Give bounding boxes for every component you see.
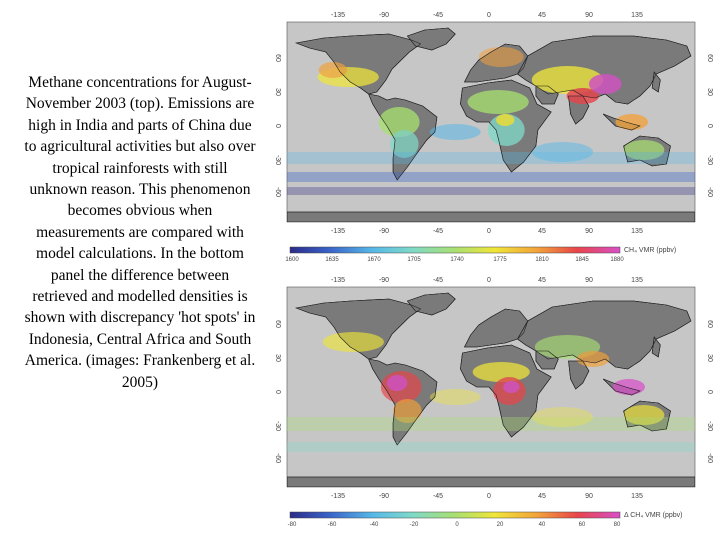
lon-tick: 0 <box>487 12 491 19</box>
lat-tick: 30 <box>706 88 713 96</box>
lat-tick: -60 <box>274 187 281 197</box>
bottom-map-lat-ticks-right: 60 30 0 -30 -60 <box>706 320 713 463</box>
lon-tick: 135 <box>631 277 643 284</box>
lon-tick: 135 <box>631 228 643 235</box>
colorbar-tick: 1740 <box>450 257 464 263</box>
lon-tick: -90 <box>379 228 389 235</box>
lon-tick: 0 <box>487 493 491 500</box>
lon-tick: -90 <box>379 277 389 284</box>
lat-tick: 0 <box>706 390 713 394</box>
lon-tick: 90 <box>585 493 593 500</box>
colorbar-tick: 80 <box>614 522 621 528</box>
colorbar-tick: -20 <box>410 522 419 528</box>
top-colorbar-label: CH₄ VMR (ppbv) <box>624 247 676 254</box>
top-map-lat-ticks-right: 60 30 0 -30 -60 <box>706 54 713 197</box>
colorbar-tick: 1880 <box>610 257 624 263</box>
colorbar-tick: -80 <box>288 522 297 528</box>
lon-tick: 0 <box>487 228 491 235</box>
colorbar-tick: 40 <box>539 522 546 528</box>
top-colorbar: CH₄ VMR (ppbv) 1600 1635 1670 1705 1740 … <box>285 246 676 263</box>
caption-text: Methane concentrations for August-Novemb… <box>24 74 256 391</box>
lat-tick: 60 <box>706 320 713 328</box>
bottom-colorbar: Δ CH₄ VMR (ppbv) -80 -60 -40 -20 0 20 40… <box>288 511 683 528</box>
colorbar-tick: 1845 <box>575 257 589 263</box>
colorbar-tick: 60 <box>579 522 586 528</box>
figure-caption: Methane concentrations for August-Novemb… <box>22 72 258 393</box>
lat-tick: 0 <box>274 390 281 394</box>
lon-tick: 90 <box>585 228 593 235</box>
lat-tick: 60 <box>274 320 281 328</box>
top-map-lon-ticks-top: -135 -90 -45 0 45 90 135 <box>331 12 643 19</box>
lon-tick: 0 <box>487 277 491 284</box>
bottom-map-delta-field <box>287 332 695 452</box>
lat-tick: 0 <box>274 124 281 128</box>
lon-tick: 45 <box>538 277 546 284</box>
lat-tick: -30 <box>274 421 281 431</box>
bottom-map-lat-ticks-left: 60 30 0 -30 -60 <box>274 320 281 463</box>
lon-tick: -135 <box>331 493 345 500</box>
bottom-colorbar-ramp <box>289 511 621 519</box>
lon-tick: -90 <box>379 12 389 19</box>
lon-tick: -135 <box>331 228 345 235</box>
lon-tick: 45 <box>538 228 546 235</box>
lon-tick: -135 <box>331 277 345 284</box>
colorbar-tick: 1670 <box>367 257 381 263</box>
lon-tick: 45 <box>538 12 546 19</box>
top-colorbar-ramp <box>289 246 621 254</box>
lon-tick: 90 <box>585 277 593 284</box>
lon-tick: 45 <box>538 493 546 500</box>
top-map-ch4-field <box>287 47 695 195</box>
lat-tick: -60 <box>706 187 713 197</box>
lon-tick: 135 <box>631 12 643 19</box>
methane-maps: -135 -90 -45 0 45 90 135 60 30 0 -30 -60… <box>274 12 713 528</box>
colorbar-tick: 20 <box>497 522 504 528</box>
lat-tick: 30 <box>706 354 713 362</box>
colorbar-tick: 0 <box>455 522 459 528</box>
lon-tick: -45 <box>433 228 443 235</box>
colorbar-tick: -60 <box>328 522 337 528</box>
bottom-map-lon-ticks-bottom: -135 -90 -45 0 45 90 135 <box>331 493 643 500</box>
lon-tick: 90 <box>585 12 593 19</box>
top-map-lat-ticks-left: 60 30 0 -30 -60 <box>274 54 281 197</box>
colorbar-tick: 1810 <box>535 257 549 263</box>
lat-tick: -30 <box>706 421 713 431</box>
top-map-lon-ticks-bottom: -135 -90 -45 0 45 90 135 <box>331 228 643 235</box>
lon-tick: -45 <box>433 493 443 500</box>
lon-tick: -135 <box>331 12 345 19</box>
lat-tick: -60 <box>706 453 713 463</box>
lat-tick: -30 <box>706 155 713 165</box>
lat-tick: -60 <box>274 453 281 463</box>
lon-tick: -45 <box>433 277 443 284</box>
bottom-map-panel: -135 -90 -45 0 45 90 135 60 30 0 -30 -60… <box>274 277 713 528</box>
lat-tick: 30 <box>274 88 281 96</box>
lat-tick: -30 <box>274 155 281 165</box>
top-world-map <box>286 21 696 223</box>
lon-tick: -45 <box>433 12 443 19</box>
top-map-panel: -135 -90 -45 0 45 90 135 60 30 0 -30 -60… <box>274 12 713 263</box>
colorbar-tick: 1775 <box>493 257 507 263</box>
bottom-map-lon-ticks-top: -135 -90 -45 0 45 90 135 <box>331 277 643 284</box>
lon-tick: 135 <box>631 493 643 500</box>
lat-tick: 60 <box>706 54 713 62</box>
colorbar-tick: 1705 <box>407 257 421 263</box>
colorbar-tick: -40 <box>370 522 379 528</box>
lon-tick: -90 <box>379 493 389 500</box>
bottom-colorbar-label: Δ CH₄ VMR (ppbv) <box>624 512 683 519</box>
figure-panels: -135 -90 -45 0 45 90 135 60 30 0 -30 -60… <box>262 2 720 538</box>
lat-tick: 60 <box>274 54 281 62</box>
lat-tick: 0 <box>706 124 713 128</box>
bottom-world-map <box>286 286 696 488</box>
lat-tick: 30 <box>274 354 281 362</box>
colorbar-tick: 1635 <box>325 257 339 263</box>
colorbar-tick: 1600 <box>285 257 299 263</box>
